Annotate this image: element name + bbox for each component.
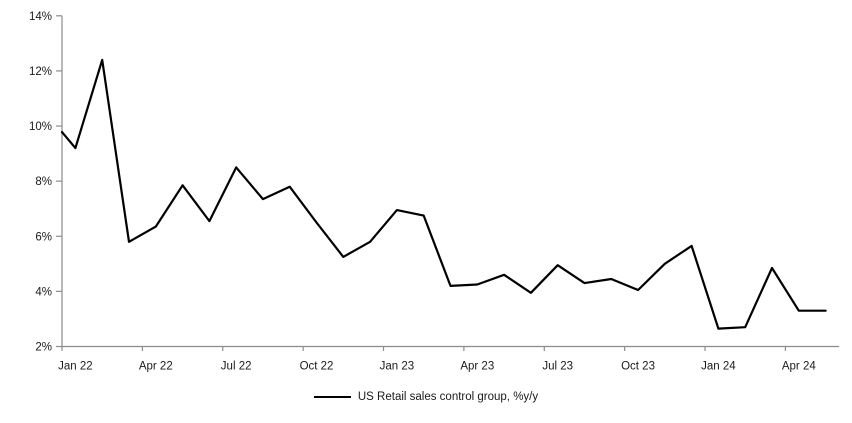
x-tick-label: Apr 23 (460, 361, 494, 373)
x-tick-label: Apr 24 (782, 361, 816, 373)
x-tick-label: Oct 23 (621, 361, 655, 373)
y-tick-label: 10% (29, 121, 52, 133)
x-tick-label: Jan 24 (701, 361, 736, 373)
y-tick-label: 2% (35, 342, 52, 354)
y-tick-label: 14% (29, 11, 52, 23)
y-tick-label: 4% (35, 286, 52, 298)
legend-label: US Retail sales control group, %y/y (357, 391, 539, 403)
y-tick-label: 6% (35, 231, 52, 243)
y-tick-label: 12% (29, 66, 52, 78)
x-tick-label: Jan 23 (380, 361, 415, 373)
x-tick-label: Jul 23 (542, 361, 573, 373)
x-tick-label: Jan 22 (58, 361, 93, 373)
x-tick-label: Jul 22 (221, 361, 252, 373)
legend-line-swatch (313, 395, 351, 399)
series-line (60, 58, 827, 330)
y-tick-label: 8% (35, 176, 52, 188)
x-tick-label: Apr 22 (139, 361, 173, 373)
x-tick-label: Oct 22 (300, 361, 334, 373)
legend: US Retail sales control group, %y/y (0, 389, 852, 405)
